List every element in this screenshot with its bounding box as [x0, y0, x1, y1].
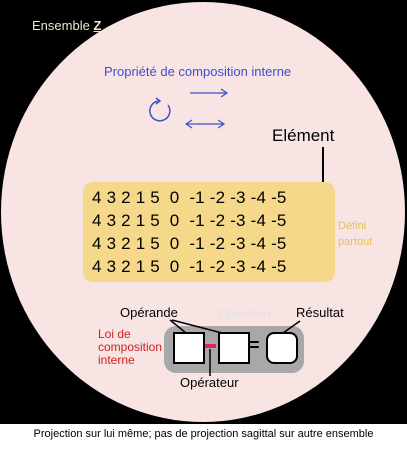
operande-label: Opérande	[120, 305, 178, 320]
grid-row: 4 3 2 1 5 0 -1 -2 -3 -4 -5	[92, 234, 287, 253]
integer-grid-block	[83, 182, 335, 282]
connector-lines	[169, 319, 301, 376]
result-box	[266, 332, 298, 364]
operateur-label: Opérateur	[180, 375, 239, 390]
grid-row: 4 3 2 1 5 0 -1 -2 -3 -4 -5	[92, 257, 287, 276]
element-pointer	[322, 147, 324, 187]
cycle-icon	[149, 97, 171, 122]
equals-sign: =	[249, 335, 260, 355]
defini-line-1: Défini	[338, 220, 367, 232]
set-title: Ensemble Z	[32, 18, 101, 33]
integer-grid: 4 3 2 1 5 0 -1 -2 -3 -4 -5 4 3 2 1 5 0 -…	[92, 186, 287, 278]
operation-label: Opération	[218, 307, 271, 321]
operande-connector	[171, 319, 223, 334]
resultat-label: Résultat	[296, 305, 344, 320]
grid-row: 4 3 2 1 5 0 -1 -2 -3 -4 -5	[92, 188, 287, 207]
figure-caption: Projection sur lui même; pas de projecti…	[33, 428, 374, 440]
grid-row: 4 3 2 1 5 0 -1 -2 -3 -4 -5	[92, 211, 287, 230]
set-title-prefix: Ensemble	[32, 18, 90, 33]
operand-box-1	[173, 332, 205, 364]
operande-connector	[169, 319, 187, 334]
resultat-connector	[282, 320, 301, 334]
element-label: Elément	[272, 126, 335, 145]
defini-label: Défini partout	[338, 218, 372, 250]
loi-label: Loi de composition interne	[98, 327, 163, 367]
property-title: Propriété de composition interne	[104, 64, 292, 79]
defini-line-2: partout	[338, 236, 373, 248]
diagram-stage: Ensemble Z Propriété de composition inte…	[0, 0, 407, 424]
operand-box-2	[218, 332, 250, 364]
arrow-both-icon	[184, 119, 226, 129]
operator-mark	[205, 344, 216, 348]
set-title-symbol: Z	[93, 18, 102, 33]
arrow-right-icon	[190, 88, 229, 98]
